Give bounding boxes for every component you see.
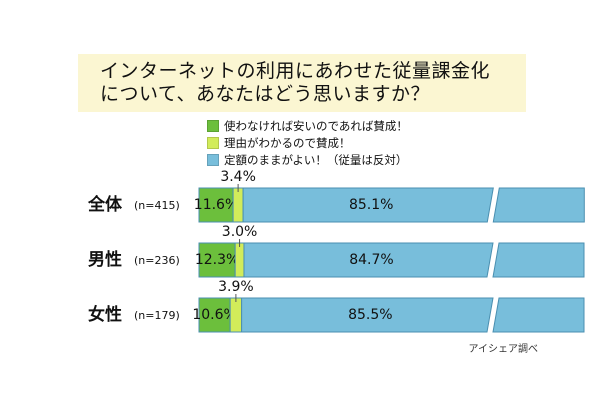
bar-segment [229,297,243,333]
bar-segment [234,242,245,278]
bar-segment-continuation [492,187,585,223]
category-label: 女性 [88,304,122,325]
bar-segment [241,297,494,333]
data-label: 85.1% [349,197,393,213]
legend: 使わなければ安いのであれば賛成！ 理由がわかるので賛成！ 定額のままがよい！（従… [207,118,408,169]
bar-segment [232,187,244,223]
legend-item-1: 使わなければ安いのであれば賛成！ [207,118,408,133]
legend-item-3: 定額のままがよい！（従量は反対） [207,152,408,167]
legend-label-2: 理由がわかるので賛成！ [224,135,351,150]
bar-segment [198,297,231,333]
legend-label-3: 定額のままがよい！（従量は反対） [224,152,408,167]
category-label: 男性 [88,249,122,270]
data-label: 85.5% [348,307,392,323]
category-n-label: (n=179) [134,309,180,322]
bar-segment [198,187,234,223]
title-box: インターネットの利用にあわせた従量課金化 について、あなたはどう思いますか？ [78,54,526,112]
data-label: 3.4% [220,169,256,185]
data-label: 3.0% [222,224,258,240]
title-line-1: インターネットの利用にあわせた従量課金化 [100,60,491,82]
category-n-label: (n=415) [134,199,180,212]
bar-segment [242,187,494,223]
data-label: 11.6% [194,197,238,213]
legend-swatch-2 [207,136,219,149]
source-note: アイシェア調べ [468,344,539,355]
legend-item-2: 理由がわかるので賛成！ [207,135,408,150]
bar-segment-continuation [492,242,585,278]
data-label: 84.7% [349,252,393,268]
legend-label-1: 使わなければ安いのであれば賛成！ [224,118,408,133]
category-n-label: (n=236) [134,254,180,267]
legend-swatch-1 [207,119,219,132]
data-label: 3.9% [218,279,254,295]
bar-segment [198,242,236,278]
legend-swatch-3 [207,153,219,166]
title-line-2: について、あなたはどう思いますか？ [100,83,430,105]
data-label: 10.6% [192,307,236,323]
category-label: 全体 [87,194,123,215]
bar-segment [243,242,494,278]
bar-segment-continuation [492,297,585,333]
data-label: 12.3% [195,252,239,268]
